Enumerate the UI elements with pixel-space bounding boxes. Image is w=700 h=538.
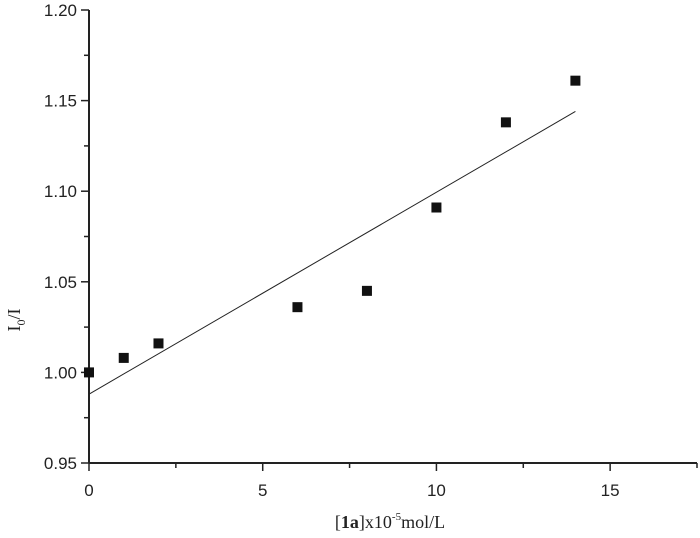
data-point xyxy=(361,285,372,296)
data-point xyxy=(118,352,129,363)
x-tick-label: 0 xyxy=(84,481,93,500)
y-tick-label: 1.20 xyxy=(44,1,77,20)
data-point xyxy=(292,302,303,313)
y-tick-label: 1.10 xyxy=(44,182,77,201)
x-tick-label: 15 xyxy=(601,481,620,500)
data-point xyxy=(570,75,581,86)
data-point xyxy=(84,367,94,378)
y-axis-title: I0/I xyxy=(4,308,28,331)
x-tick-label: 10 xyxy=(427,481,446,500)
x-axis-title: [1a]x10-5mol/L xyxy=(335,511,445,532)
data-point xyxy=(153,338,164,349)
x-tick-label: 5 xyxy=(258,481,267,500)
y-tick-label: 1.00 xyxy=(44,363,77,382)
data-point xyxy=(500,117,511,128)
data-point xyxy=(431,202,442,213)
y-tick-label: 0.95 xyxy=(44,454,77,473)
y-tick-label: 1.15 xyxy=(44,92,77,111)
y-tick-label: 1.05 xyxy=(44,273,77,292)
fit-line xyxy=(88,111,576,395)
